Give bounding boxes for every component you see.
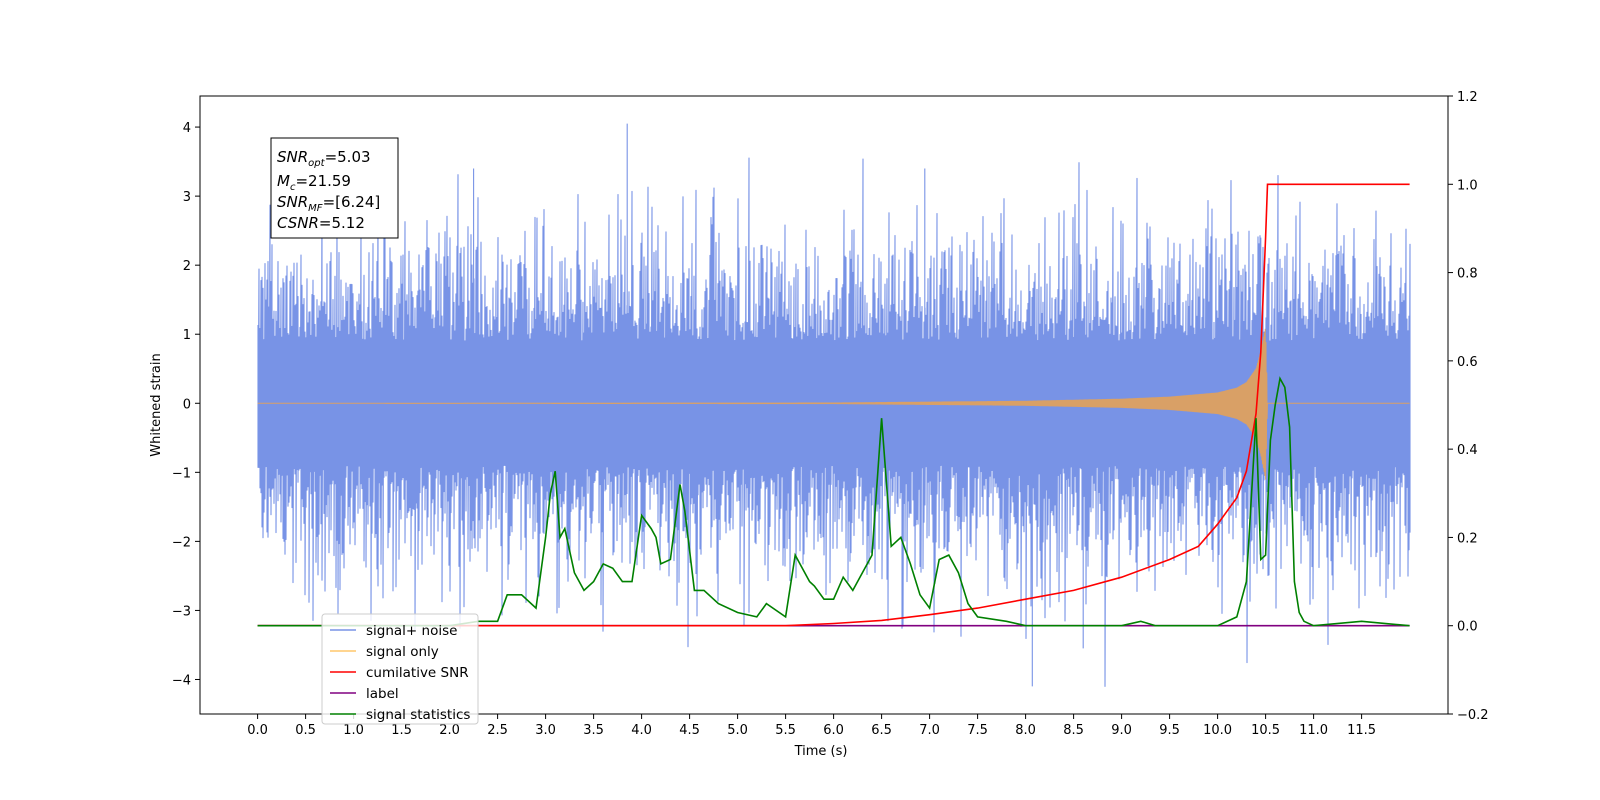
x-tick-label: 9.5 (1159, 723, 1180, 738)
y-tick-label: 0 (183, 397, 191, 412)
annotation-snr-mf: SNRMF=[6.24] (277, 193, 380, 214)
series-signal-only (257, 328, 1410, 480)
x-tick-label: 0.5 (295, 723, 316, 738)
y-tick-label: 1 (183, 328, 191, 343)
series-layer (257, 123, 1411, 687)
x-tick-label: 10.5 (1251, 723, 1280, 738)
x-axis-title: Time (s) (794, 744, 848, 759)
x-tick-label: 10.0 (1203, 723, 1232, 738)
y-tick-label: 3 (183, 190, 191, 205)
x-tick-label: 4.0 (631, 723, 652, 738)
legend-box (321, 613, 479, 725)
x-tick-label: 3.0 (535, 723, 556, 738)
annotation-mc: Mc=21.59 (277, 172, 351, 193)
y2-tick-label: 0.0 (1457, 620, 1478, 635)
legend-label: cumilative SNR (366, 665, 469, 681)
x-tick-label: 2.5 (487, 723, 508, 738)
series-signal-plus-noise (257, 123, 1411, 687)
y-tick-label: −3 (172, 604, 191, 619)
series-signal-statistics (257, 376, 1410, 627)
x-tick-label: 1.0 (343, 723, 364, 738)
y-tick-label: −2 (172, 535, 191, 550)
legend: signal+ noise signal only cumilative SNR la… (321, 613, 479, 725)
x-axis: 0.0 0.5 1.0 1.5 2.0 2.5 3.0 3.5 4.0 4.5 5.0 5.5 6.0 6… (247, 714, 1376, 738)
x-tick-label: 6.5 (871, 723, 892, 738)
x-tick-label: 1.5 (391, 723, 412, 738)
series-cumilative-snr (257, 183, 1410, 627)
x-tick-label: 11.0 (1299, 723, 1328, 738)
y2-tick-label: 0.4 (1457, 443, 1478, 458)
y-axis-right: 1.2 1.0 0.8 0.6 0.4 0.2 0.0 −0.2 (1448, 90, 1489, 723)
y-axis-left: 4 3 2 1 0 −1 −2 −3 −4 (172, 121, 200, 688)
legend-label: label (366, 686, 399, 702)
x-tick-label: 3.5 (583, 723, 604, 738)
x-tick-label: 8.0 (1015, 723, 1036, 738)
y-axis-title: Whitened strain (149, 353, 164, 456)
y-tick-label: 2 (183, 259, 191, 274)
legend-label: signal statistics (366, 707, 470, 723)
x-tick-label: 0.0 (247, 723, 268, 738)
y-tick-label: −4 (172, 673, 191, 688)
x-tick-label: 5.5 (775, 723, 796, 738)
legend-label: signal only (366, 644, 439, 660)
x-tick-label: 4.5 (679, 723, 700, 738)
annotation-csnr: CSNR=5.12 (277, 214, 365, 232)
annotation-box (270, 137, 399, 239)
x-tick-label: 7.5 (967, 723, 988, 738)
x-tick-label: 7.0 (919, 723, 940, 738)
y-tick-label: 4 (183, 121, 191, 136)
x-tick-label: 2.0 (439, 723, 460, 738)
stats-annotation: SNRopt=5.03 Mc=21.59 SNRMF=[6.24] CSNR=5… (270, 137, 399, 239)
y-tick-label: −1 (172, 466, 191, 481)
x-tick-label: 8.5 (1063, 723, 1084, 738)
y2-tick-label: 1.2 (1457, 90, 1478, 105)
y2-tick-label: 1.0 (1457, 178, 1478, 193)
y2-tick-label: −0.2 (1457, 708, 1489, 723)
x-tick-label: 5.0 (727, 723, 748, 738)
legend-label: signal+ noise (366, 623, 457, 639)
x-tick-label: 9.0 (1111, 723, 1132, 738)
y2-tick-label: 0.2 (1457, 531, 1478, 546)
annotation-snr-opt: SNRopt=5.03 (277, 148, 371, 169)
plot-frame (199, 95, 1449, 715)
x-tick-label: 6.0 (823, 723, 844, 738)
x-tick-label: 11.5 (1347, 723, 1376, 738)
y2-tick-label: 0.6 (1457, 355, 1478, 370)
y2-tick-label: 0.8 (1457, 267, 1478, 282)
